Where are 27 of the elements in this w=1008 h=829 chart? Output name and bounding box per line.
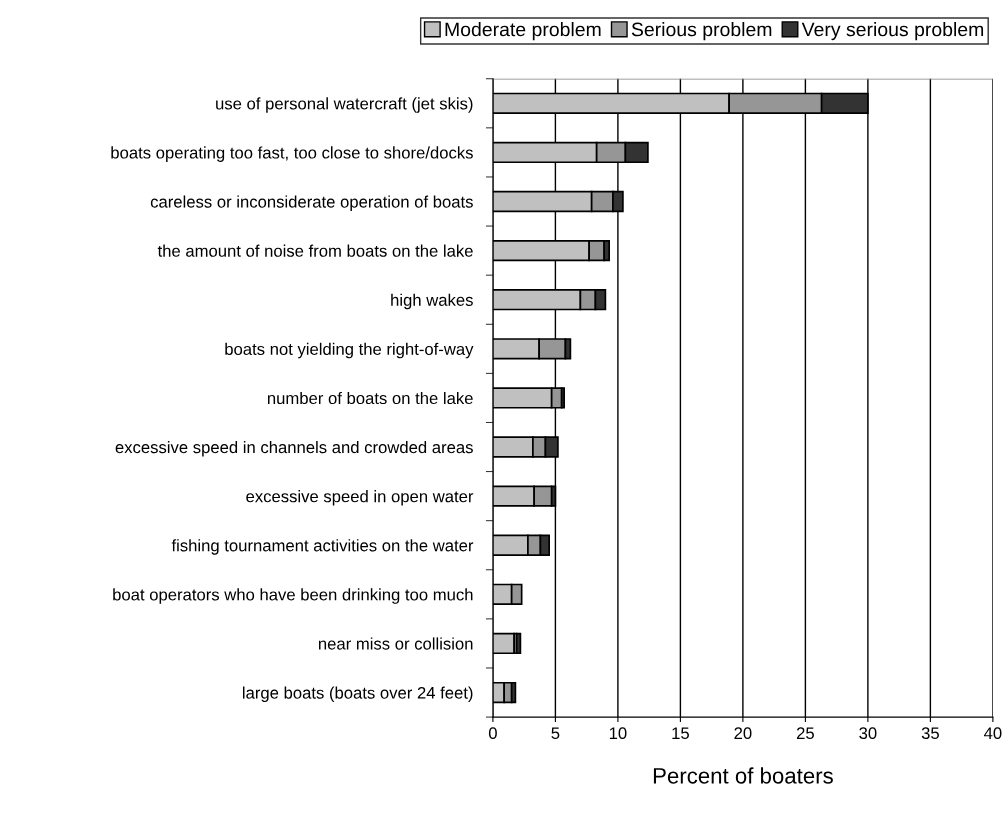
y-tick-label: boats not yielding the right-of-way (225, 342, 474, 359)
x-tick-label: 30 (859, 727, 877, 740)
y-tick-label: fishing tournament activities on the water (171, 539, 474, 555)
y-tick-label: near miss or collision (318, 637, 473, 650)
legend-label: Very serious problem (801, 22, 984, 41)
y-tick-label: careless or inconsiderate operation of boats (150, 195, 473, 212)
y-tick-label: excessive speed in channels and crowded areas (115, 440, 473, 457)
y-tick-label: number of boats on the lake (267, 391, 473, 405)
y-tick-label: boat operators who have been drinking too much (113, 588, 473, 604)
x-axis-title: Percent of boaters (653, 767, 833, 784)
y-tick-label: the amount of noise from boats on the lake (157, 244, 473, 257)
x-tick-label: 35 (921, 727, 939, 740)
legend-label: Moderate problem (445, 22, 601, 41)
legend-label: Serious problem (631, 22, 772, 41)
x-tick-label: 10 (609, 727, 627, 740)
bar (515, 632, 522, 655)
y-tick-label: excessive speed in open water (246, 490, 474, 506)
x-tick-label: 0 (488, 727, 497, 740)
y-tick-label: boats operating too fast, too close to shore/docks (111, 146, 473, 162)
x-tick-label: 5 (551, 727, 560, 740)
y-tick-label: large boats (boats over 24 feet) (242, 686, 473, 703)
y-tick-label: use of personal watercraft (jet skis) (216, 97, 473, 113)
y-tick-label: high wakes (391, 293, 473, 310)
x-tick-label: 25 (796, 727, 814, 740)
x-tick-label: 40 (983, 727, 1002, 740)
x-tick-label: 20 (734, 727, 752, 740)
x-tick-label: 15 (672, 727, 689, 740)
